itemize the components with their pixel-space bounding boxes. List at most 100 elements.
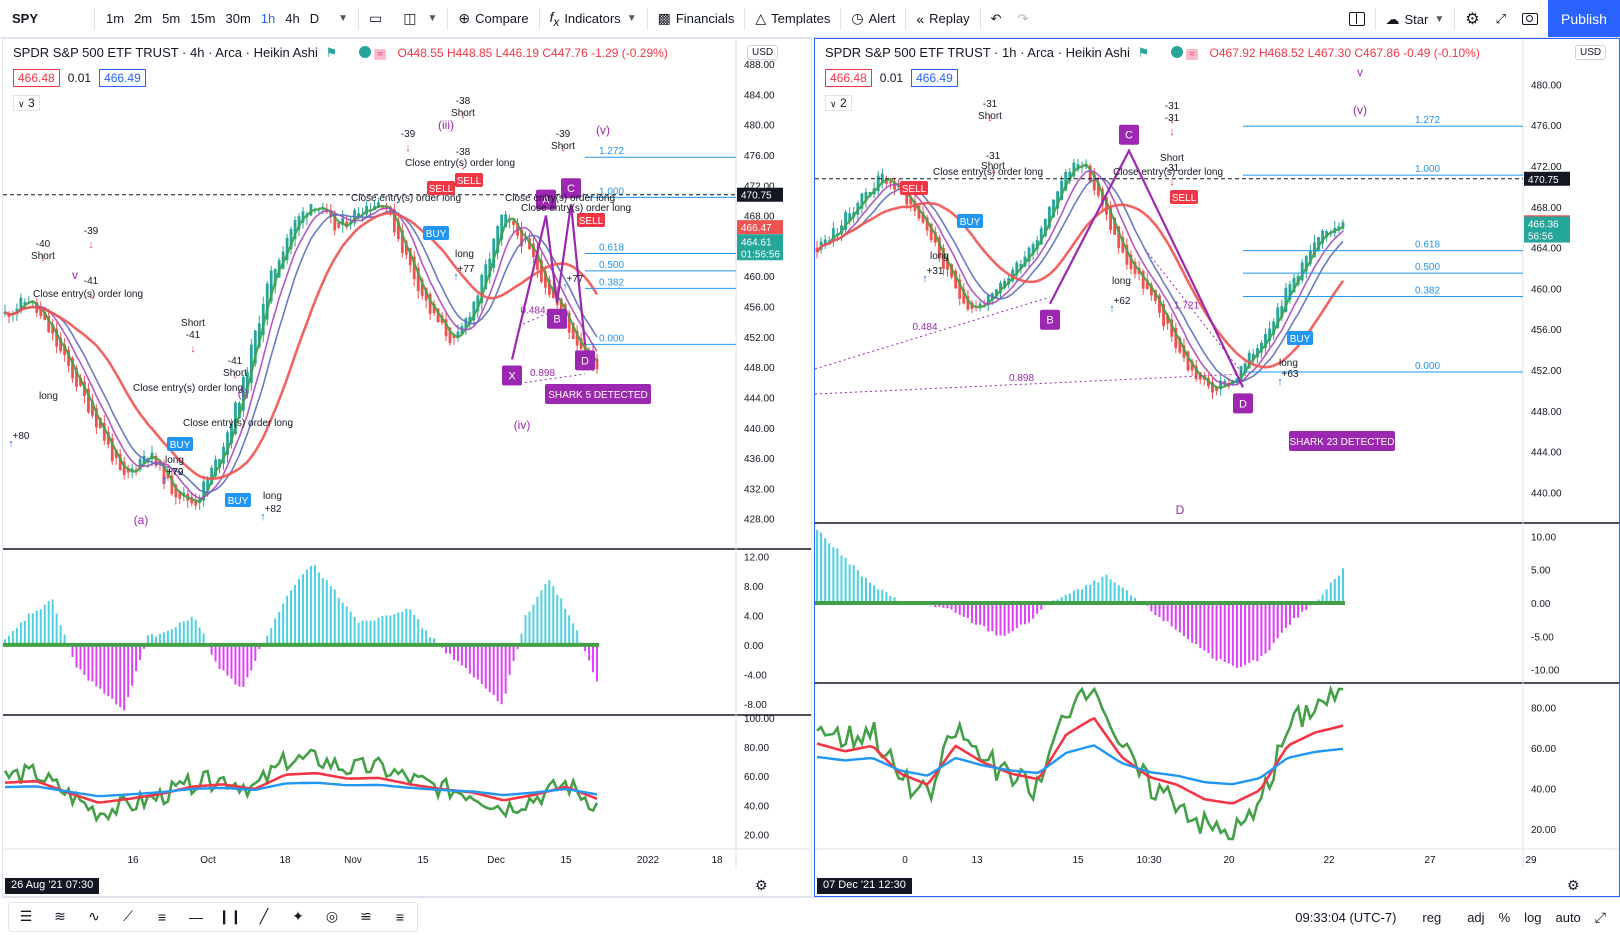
- interval-30m-button[interactable]: 30m: [225, 11, 251, 26]
- long-ma-line: [815, 201, 1345, 369]
- price-tick-label: 468.00: [744, 212, 775, 223]
- right-chart-canvas[interactable]: 480.00 476.00 472.00 468.00 464.00 460.00 456.…: [815, 39, 1620, 897]
- right-ohlc: O467.92 H468.52 L467.30 C467.86 -0.49 (-…: [1210, 46, 1480, 60]
- ray-tool-button[interactable]: ╱: [247, 902, 281, 932]
- financials-button[interactable]: ▩ Financials: [650, 0, 743, 38]
- left-chart-canvas[interactable]: 488.00 484.00 480.00 476.00 472.00 468.00 464.…: [3, 39, 812, 897]
- function-icon: fx: [549, 8, 560, 29]
- scale-adj-button[interactable]: adj: [1467, 909, 1485, 925]
- symbol-search-button[interactable]: SPY: [12, 11, 39, 26]
- interval-15m-button[interactable]: 15m: [190, 11, 216, 26]
- sell-arrow-icon: ↓: [460, 160, 466, 172]
- interval-4h-button[interactable]: 4h: [285, 11, 300, 26]
- fullscreen-icon[interactable]: ⤢: [1594, 908, 1606, 925]
- short-signal-label: -31: [1165, 101, 1180, 112]
- interval-2m-button[interactable]: 2m: [134, 11, 153, 26]
- interval-dropdown-button[interactable]: ▼: [324, 0, 356, 38]
- stoch-fast-line: [816, 684, 1343, 841]
- scale-settings-button[interactable]: ⚙: [1567, 877, 1580, 894]
- scale-reg-button[interactable]: reg: [1422, 909, 1442, 925]
- buy-order-label: BUY: [426, 229, 447, 240]
- layout-split-icon: [1348, 12, 1365, 26]
- save-layout-button[interactable]: ☁ Star ▼: [1378, 0, 1453, 38]
- short-signal-label: -39: [401, 129, 416, 140]
- collapse-legend-button[interactable]: ∨ 3: [13, 95, 40, 111]
- templates-button[interactable]: △ Templates: [747, 0, 838, 38]
- left-bid-ask: 466.48 0.01 466.49: [13, 69, 146, 87]
- scale-auto-button[interactable]: auto: [1555, 909, 1581, 925]
- stoch-slow-line: [816, 716, 1344, 805]
- interval-5m-button[interactable]: 5m: [162, 11, 181, 26]
- candle-body: [249, 344, 253, 383]
- elliott-tool-button[interactable]: ∿: [77, 902, 111, 932]
- currency-button[interactable]: USD: [747, 45, 779, 60]
- channel-tool-button[interactable]: ≡: [145, 902, 179, 932]
- candle-body: [1215, 387, 1219, 392]
- elliott-wave-label: (v): [1353, 103, 1367, 117]
- price-tick-label: 464.00: [1531, 244, 1562, 255]
- elliott-wave-label: (v): [596, 123, 610, 137]
- visibility-toggle-icon[interactable]: [1170, 46, 1183, 58]
- visibility-toggle-icon[interactable]: [358, 46, 371, 58]
- snapshot-button[interactable]: [1514, 0, 1546, 38]
- layout-button[interactable]: [1341, 0, 1373, 38]
- candle-body: [170, 475, 174, 494]
- collapse-legend-button[interactable]: ∨ 2: [825, 95, 852, 111]
- fib-tool-button[interactable]: ≌: [349, 902, 383, 932]
- scale-percent-button[interactable]: %: [1498, 909, 1511, 925]
- publish-button[interactable]: Publish: [1548, 0, 1620, 37]
- wave-icon[interactable]: ≈: [374, 49, 386, 60]
- candle-body: [1317, 237, 1320, 250]
- price-tick-label: 476.00: [744, 151, 775, 162]
- clock-time[interactable]: 09:33:04 (UTC-7): [1295, 909, 1397, 925]
- left-chart-pane[interactable]: 488.00 484.00 480.00 476.00 472.00 468.00 464.…: [2, 38, 812, 897]
- interval-1m-button[interactable]: 1m: [106, 11, 125, 26]
- candle-body: [448, 327, 452, 344]
- indicators-button[interactable]: fx Indicators ▼: [542, 0, 645, 38]
- horizontal-line-button[interactable]: —: [179, 902, 213, 932]
- alert-button[interactable]: ◷ Alert: [843, 0, 903, 38]
- bid-price-button[interactable]: 466.48: [825, 69, 872, 87]
- xabcd-tool-button[interactable]: ✦: [281, 902, 315, 932]
- currency-button[interactable]: USD: [1575, 45, 1607, 60]
- interval-1h-button[interactable]: 1h: [260, 11, 276, 26]
- candle-body: [297, 216, 301, 230]
- ask-price-button[interactable]: 466.49: [99, 69, 146, 87]
- ruler-tool-button[interactable]: ≡: [383, 902, 417, 932]
- chevron-down-icon: ▼: [1434, 13, 1445, 25]
- right-chart-pane[interactable]: 480.00 476.00 472.00 468.00 464.00 460.00 456.…: [814, 38, 1620, 897]
- candle-body: [400, 229, 404, 253]
- bid-price-button[interactable]: 466.48: [13, 69, 60, 87]
- candle-style-button[interactable]: ◫ ▼: [395, 0, 445, 38]
- time-tick-label: Nov: [344, 855, 362, 866]
- settings-button[interactable]: ⚙: [1457, 0, 1487, 38]
- wave-icon[interactable]: ≈: [1186, 49, 1198, 60]
- ask-price-button[interactable]: 466.49: [911, 69, 958, 87]
- candle-body: [106, 431, 110, 445]
- lines-tool-button[interactable]: ☰: [9, 902, 43, 932]
- candle-body: [1035, 240, 1039, 250]
- scale-settings-button[interactable]: ⚙: [755, 877, 768, 894]
- gann-tool-button[interactable]: ◎: [315, 902, 349, 932]
- pattern-tool-button[interactable]: ≋: [43, 902, 77, 932]
- right-chart-title: SPDR S&P 500 ETF TRUST · 1h · Arca · Hei…: [825, 45, 1130, 60]
- undo-button[interactable]: ↶: [983, 0, 1010, 38]
- bid-price-label: 466.47: [741, 223, 772, 234]
- price-tick-label: 460.00: [1531, 284, 1562, 295]
- compare-button[interactable]: ⊕ Compare: [450, 0, 536, 38]
- candle-body: [512, 220, 515, 226]
- trendline-tool-button[interactable]: ⟋: [111, 902, 145, 932]
- candle-body: [1109, 205, 1113, 231]
- redo-button[interactable]: ↷: [1010, 0, 1037, 38]
- bottom-right-controls: 09:33:04 (UTC-7) reg adj % log auto ⤢: [1281, 898, 1606, 935]
- buy-order-badge: [957, 214, 983, 228]
- interval-D-button[interactable]: D: [309, 11, 320, 26]
- sell-arrow-icon: ↓: [40, 252, 46, 264]
- pattern-ratio-label: 0.898: [530, 368, 555, 379]
- fullscreen-button[interactable]: ⤢: [1488, 0, 1514, 38]
- vertical-lines-button[interactable]: ❙❙: [213, 902, 247, 932]
- bar-style-button[interactable]: ▭: [361, 0, 395, 38]
- price-tick-label: 440.00: [1531, 488, 1562, 499]
- scale-log-button[interactable]: log: [1524, 909, 1542, 925]
- replay-button[interactable]: « Replay: [908, 0, 977, 38]
